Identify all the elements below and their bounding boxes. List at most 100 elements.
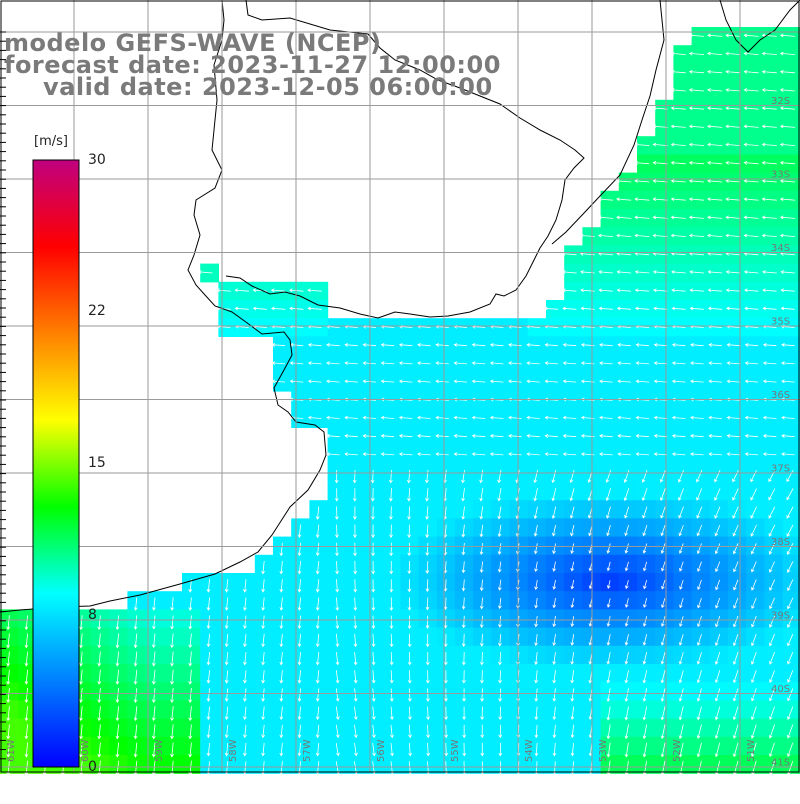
wind-arrow <box>678 543 684 554</box>
wind-arrow <box>417 361 431 366</box>
wind-arrow <box>714 724 721 739</box>
wind-arrow <box>750 742 757 758</box>
wind-arrow <box>79 724 83 740</box>
wind-arrow <box>97 687 102 703</box>
wind-arrow <box>534 579 539 591</box>
wind-arrow <box>787 615 794 628</box>
wind-arrow <box>660 742 666 758</box>
wind-arrow <box>660 670 666 684</box>
wind-arrow <box>551 488 557 502</box>
wind-cell <box>746 755 765 774</box>
wind-arrow <box>688 88 705 92</box>
wind-arrow <box>761 197 777 202</box>
wind-arrow <box>743 33 759 38</box>
wind-arrow <box>206 615 211 630</box>
wind-arrow <box>624 760 629 776</box>
wind-arrow <box>115 651 120 667</box>
wind-arrow <box>634 160 650 165</box>
wind-arrow <box>660 706 666 721</box>
latitude-label: 41S <box>771 758 790 769</box>
wind-arrow <box>252 306 268 311</box>
wind-arrow <box>606 760 611 776</box>
wind-arrow <box>787 724 794 739</box>
wind-arrow <box>188 760 193 776</box>
wind-arrow <box>408 706 412 721</box>
wind-arrow <box>642 561 648 572</box>
wind-arrow <box>133 597 138 611</box>
wind-cell <box>728 682 747 701</box>
wind-arrow <box>562 379 577 384</box>
wind-arrow <box>297 633 302 648</box>
wind-arrow <box>152 615 156 630</box>
wind-arrow <box>371 670 376 684</box>
wind-arrow <box>407 615 412 630</box>
wind-arrow <box>599 379 613 384</box>
wind-arrow <box>624 742 629 758</box>
wind-arrow <box>696 670 702 684</box>
wind-arrow <box>224 742 229 757</box>
wind-arrow <box>489 343 504 347</box>
wind-arrow <box>732 506 739 519</box>
wind-arrow <box>671 379 686 384</box>
wind-arrow <box>534 652 539 666</box>
colorbar-tick: 15 <box>88 455 106 471</box>
wind-arrow <box>398 343 413 347</box>
wind-arrow <box>762 434 777 438</box>
wind-arrow <box>115 633 120 649</box>
wind-cell <box>746 554 765 574</box>
wind-arrow <box>606 724 611 740</box>
wind-arrow <box>652 197 668 202</box>
latitude-label: 37S <box>771 464 790 475</box>
wind-arrow <box>480 670 484 684</box>
map-border <box>0 0 800 773</box>
wind-cell <box>673 627 693 647</box>
wind-arrow <box>435 361 449 366</box>
wind-arrow <box>498 688 503 702</box>
wind-arrow <box>352 488 357 502</box>
wind-arrow <box>707 142 723 147</box>
wind-arrow <box>562 306 577 311</box>
wind-arrow <box>697 561 702 572</box>
wind-arrow <box>781 415 795 420</box>
wind-arrow <box>690 361 704 366</box>
wind-arrow <box>417 434 431 438</box>
wind-arrow <box>781 361 795 366</box>
wind-arrow <box>526 343 540 347</box>
wind-arrow <box>407 542 412 557</box>
wind-arrow <box>714 524 721 537</box>
wind-arrow <box>743 106 759 111</box>
latitude-label: 39S <box>771 611 790 622</box>
wind-arrow <box>643 579 648 590</box>
wind-arrow <box>479 633 484 647</box>
wind-arrow <box>678 760 684 776</box>
wind-arrow <box>389 506 393 520</box>
wind-arrow <box>534 706 539 721</box>
wind-arrow <box>750 543 757 555</box>
wind-arrow <box>688 160 705 165</box>
wind-arrow <box>606 598 611 608</box>
wind-arrow <box>562 361 577 366</box>
wind-arrow <box>371 560 376 575</box>
wind-arrow <box>743 215 759 220</box>
wind-arrow <box>660 634 666 646</box>
wind-arrow <box>462 688 466 702</box>
wind-arrow <box>79 651 83 667</box>
wind-arrow <box>652 215 668 220</box>
wind-arrow <box>24 760 29 776</box>
wind-arrow <box>696 742 702 758</box>
latitude-label: 36S <box>771 390 790 401</box>
wind-arrow <box>297 724 302 739</box>
wind-arrow <box>552 543 556 555</box>
wind-arrow <box>744 415 759 420</box>
wind-arrow <box>678 742 684 758</box>
wind-arrow <box>498 597 502 610</box>
wind-arrow <box>533 506 538 520</box>
wind-arrow <box>371 524 375 539</box>
wind-arrow <box>688 106 705 111</box>
wind-arrow <box>690 343 704 347</box>
wind-cell <box>728 609 747 629</box>
wind-arrow <box>461 651 466 666</box>
wind-arrow <box>696 524 703 537</box>
wind-arrow <box>642 670 648 684</box>
